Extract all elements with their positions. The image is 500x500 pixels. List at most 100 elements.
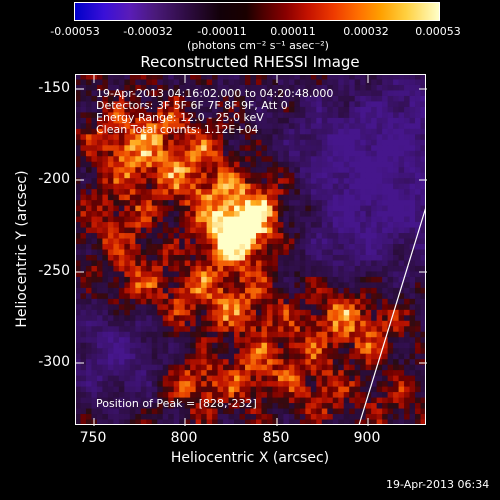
image-pixel (266, 298, 274, 305)
image-pixel (415, 287, 422, 294)
image-pixel (398, 419, 405, 425)
image-pixel (217, 189, 224, 196)
image-pixel (201, 222, 208, 229)
image-pixel (184, 172, 191, 179)
image-pixel (321, 337, 328, 344)
image-pixel (376, 249, 383, 256)
image-pixel (91, 293, 98, 300)
image-pixel (140, 79, 147, 86)
image-pixel (327, 84, 334, 92)
image-pixel (206, 90, 213, 97)
image-pixel (250, 271, 257, 278)
image-pixel (327, 315, 334, 322)
image-pixel (393, 205, 400, 212)
image-pixel (360, 293, 367, 300)
image-pixel (349, 200, 356, 207)
image-pixel (179, 205, 186, 212)
image-pixel (305, 348, 312, 355)
image-pixel (102, 161, 109, 168)
image-pixel (118, 298, 125, 305)
image-pixel (234, 287, 241, 294)
image-pixel (179, 79, 186, 86)
image-pixel (382, 178, 389, 185)
image-pixel (288, 128, 295, 135)
image-pixel (365, 222, 372, 229)
image-pixel (409, 123, 416, 130)
image-pixel (157, 342, 164, 349)
image-pixel (228, 249, 235, 256)
image-pixel (151, 353, 158, 360)
image-pixel (272, 167, 279, 174)
image-pixel (393, 353, 400, 360)
image-pixel (343, 254, 350, 262)
image-pixel (212, 271, 219, 278)
image-pixel (316, 392, 323, 399)
image-pixel (250, 298, 257, 305)
image-pixel (85, 309, 93, 316)
image-pixel (173, 205, 180, 212)
image-pixel (343, 84, 350, 92)
image-pixel (245, 287, 252, 294)
image-pixel (321, 276, 328, 283)
image-pixel (190, 304, 197, 311)
image-pixel (129, 331, 136, 338)
image-pixel (415, 315, 422, 322)
image-pixel (206, 194, 213, 201)
image-pixel (250, 414, 257, 421)
image-pixel (288, 320, 295, 327)
image-pixel (255, 298, 263, 305)
image-pixel (173, 90, 180, 97)
image-pixel (420, 145, 426, 152)
image-pixel (404, 178, 411, 185)
image-pixel (382, 381, 389, 388)
image-pixel (162, 249, 169, 256)
image-pixel (327, 348, 334, 355)
image-pixel (113, 304, 120, 311)
image-pixel (250, 145, 257, 152)
image-pixel (415, 397, 422, 404)
image-pixel (376, 117, 383, 124)
image-pixel (316, 397, 323, 404)
image-pixel (272, 282, 279, 289)
image-pixel (376, 106, 383, 113)
image-pixel (316, 156, 323, 163)
image-pixel (118, 128, 125, 135)
image-pixel (255, 276, 263, 283)
image-pixel (157, 298, 164, 305)
image-pixel (85, 414, 93, 421)
image-pixel (135, 74, 142, 81)
image-pixel (190, 84, 197, 92)
image-pixel (349, 172, 356, 179)
image-pixel (360, 326, 367, 333)
image-pixel (343, 183, 350, 190)
image-pixel (305, 134, 312, 141)
image-pixel (354, 172, 361, 179)
image-pixel (140, 156, 147, 163)
image-pixel (349, 84, 356, 92)
image-pixel (360, 260, 367, 267)
image-pixel (245, 134, 252, 141)
image-pixel (305, 101, 312, 108)
image-pixel (157, 293, 164, 300)
image-pixel (118, 227, 125, 234)
image-pixel (184, 90, 191, 97)
image-pixel (387, 348, 394, 355)
image-pixel (261, 128, 268, 135)
image-pixel (382, 282, 389, 289)
image-pixel (305, 392, 312, 399)
image-pixel (277, 101, 284, 108)
image-pixel (96, 419, 104, 425)
image-pixel (321, 200, 328, 207)
image-pixel (310, 172, 317, 179)
image-pixel (113, 381, 120, 388)
image-pixel (102, 211, 109, 218)
image-pixel (102, 90, 109, 97)
image-pixel (102, 392, 109, 399)
image-pixel (360, 386, 367, 393)
image-pixel (173, 397, 180, 404)
image-pixel (217, 106, 224, 113)
image-pixel (146, 337, 153, 344)
image-pixel (371, 353, 378, 360)
image-pixel (212, 161, 219, 168)
image-pixel (190, 353, 197, 360)
